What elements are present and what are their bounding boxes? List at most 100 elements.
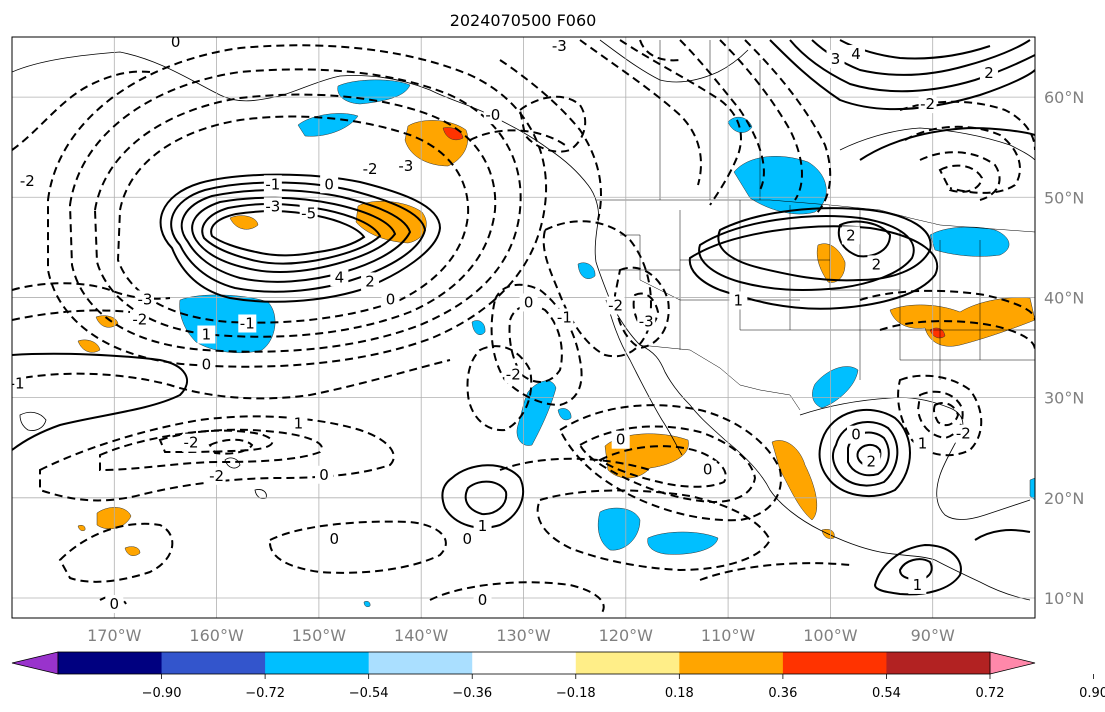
contour-line <box>490 283 583 407</box>
contour-label: 1 <box>294 415 304 433</box>
contour-line <box>933 402 960 427</box>
contour-line <box>818 408 911 497</box>
contour-line <box>789 39 1035 93</box>
contour-label-bg <box>519 293 538 312</box>
contour-label: 0 <box>462 530 472 548</box>
contour-label-bg <box>908 575 927 594</box>
anomaly-region <box>929 226 1010 257</box>
contour-label: -3 <box>552 37 567 55</box>
contour-label-bg <box>473 516 492 535</box>
contour-label-bg <box>166 37 185 52</box>
contour-label: -3 <box>398 157 413 175</box>
contour-line <box>639 39 681 62</box>
lon-tick-label: 130°W <box>496 626 551 645</box>
contour-line <box>688 225 939 310</box>
contour-line <box>429 581 605 616</box>
colorbar-tick-label: 0.90 <box>1079 686 1105 701</box>
colorbar-tick-label: −0.36 <box>452 686 492 701</box>
contour-label-bg <box>729 291 748 310</box>
contour-label: -1 <box>240 314 255 332</box>
contour-label: 0 <box>478 591 488 609</box>
latitude-labels: 10°N 20°N 30°N 40°N 50°N 60°N <box>1044 88 1084 608</box>
anomaly-region <box>95 315 119 328</box>
contour-label: 0 <box>110 595 120 613</box>
contour-line <box>898 558 933 582</box>
contour-label: -2 <box>363 160 378 178</box>
contour-label-bg <box>289 414 308 433</box>
anomaly-region <box>1029 477 1035 501</box>
contour-line <box>974 529 1031 541</box>
colorbar-tick-label: −0.18 <box>556 686 596 701</box>
colorbar-bin <box>265 652 370 674</box>
lat-tick-label: 30°N <box>1044 389 1084 408</box>
colorbar-tick-label: −0.72 <box>245 686 285 701</box>
contour-label: 0 <box>171 33 181 51</box>
contour-line <box>879 320 1035 351</box>
contour-label: 2 <box>846 226 856 244</box>
contour-label-bg <box>182 433 201 452</box>
contour-label: 0 <box>524 293 534 311</box>
contour-label: 0 <box>616 431 626 449</box>
contour-label: 2 <box>984 64 994 82</box>
contour-line <box>68 68 522 353</box>
contour-label: 0 <box>703 461 713 479</box>
contour-label: 4 <box>851 45 861 63</box>
contour-label: 0 <box>324 175 334 193</box>
contour-line <box>919 151 1001 201</box>
anomaly-region <box>363 600 371 608</box>
borders <box>596 40 1035 411</box>
contour-line <box>873 543 962 596</box>
contour-label: -3 <box>639 312 654 330</box>
lat-tick-label: 20°N <box>1044 489 1084 508</box>
anomaly-region <box>929 327 946 339</box>
contour-label-bg <box>550 37 569 56</box>
contour-line <box>158 429 274 454</box>
contour-line <box>180 189 412 283</box>
colorbar-bin <box>472 652 577 674</box>
contour-line <box>837 220 892 258</box>
contour-line <box>938 164 984 193</box>
contour-label-bg <box>381 290 400 309</box>
contour-label-bg <box>698 460 717 479</box>
contour-label: -2 <box>608 296 623 314</box>
contour-label-bg <box>637 312 656 331</box>
contour-line <box>744 39 832 216</box>
lat-tick-label: 40°N <box>1044 288 1084 307</box>
anomaly-region <box>771 440 818 521</box>
lon-tick-label: 110°W <box>701 626 756 645</box>
contour-label: 0 <box>386 290 396 308</box>
anomaly-region <box>733 156 827 215</box>
colorbar-tick-label: −0.54 <box>349 686 389 701</box>
contour-line <box>466 345 533 432</box>
contour-line <box>598 445 727 488</box>
contour-line <box>12 309 131 321</box>
contour-line <box>897 374 983 457</box>
contour-label: 0 <box>202 356 212 374</box>
contour-line <box>579 39 702 186</box>
contour-line <box>719 39 803 201</box>
contour-label-bg <box>611 430 630 449</box>
contour-label: 4 <box>335 268 345 286</box>
contours-negative <box>12 39 1035 616</box>
contour-label-bg <box>12 374 27 393</box>
contour-label-bg <box>18 172 37 191</box>
contour-line <box>699 562 851 581</box>
contour-line <box>201 203 382 265</box>
contour-label: 0 <box>319 466 329 484</box>
contour-label-bg <box>913 434 932 453</box>
colorbar-bin <box>886 652 991 674</box>
contour-label: -3 <box>265 197 280 215</box>
contour-label-bg <box>846 45 865 64</box>
contour-label: -2 <box>184 434 199 452</box>
contour-label-bg <box>841 226 860 245</box>
anomaly-region <box>77 339 101 353</box>
anomaly-region <box>471 320 486 335</box>
colorbar-bin <box>782 652 887 674</box>
longitude-labels: 170°W 160°W 150°W 140°W 130°W 120°W 110°W 100°W… <box>87 626 955 645</box>
contour-label: 1 <box>478 517 488 535</box>
anomaly-region <box>597 507 641 551</box>
colorbar-bin <box>58 652 163 674</box>
contour-label: -1 <box>557 308 572 326</box>
